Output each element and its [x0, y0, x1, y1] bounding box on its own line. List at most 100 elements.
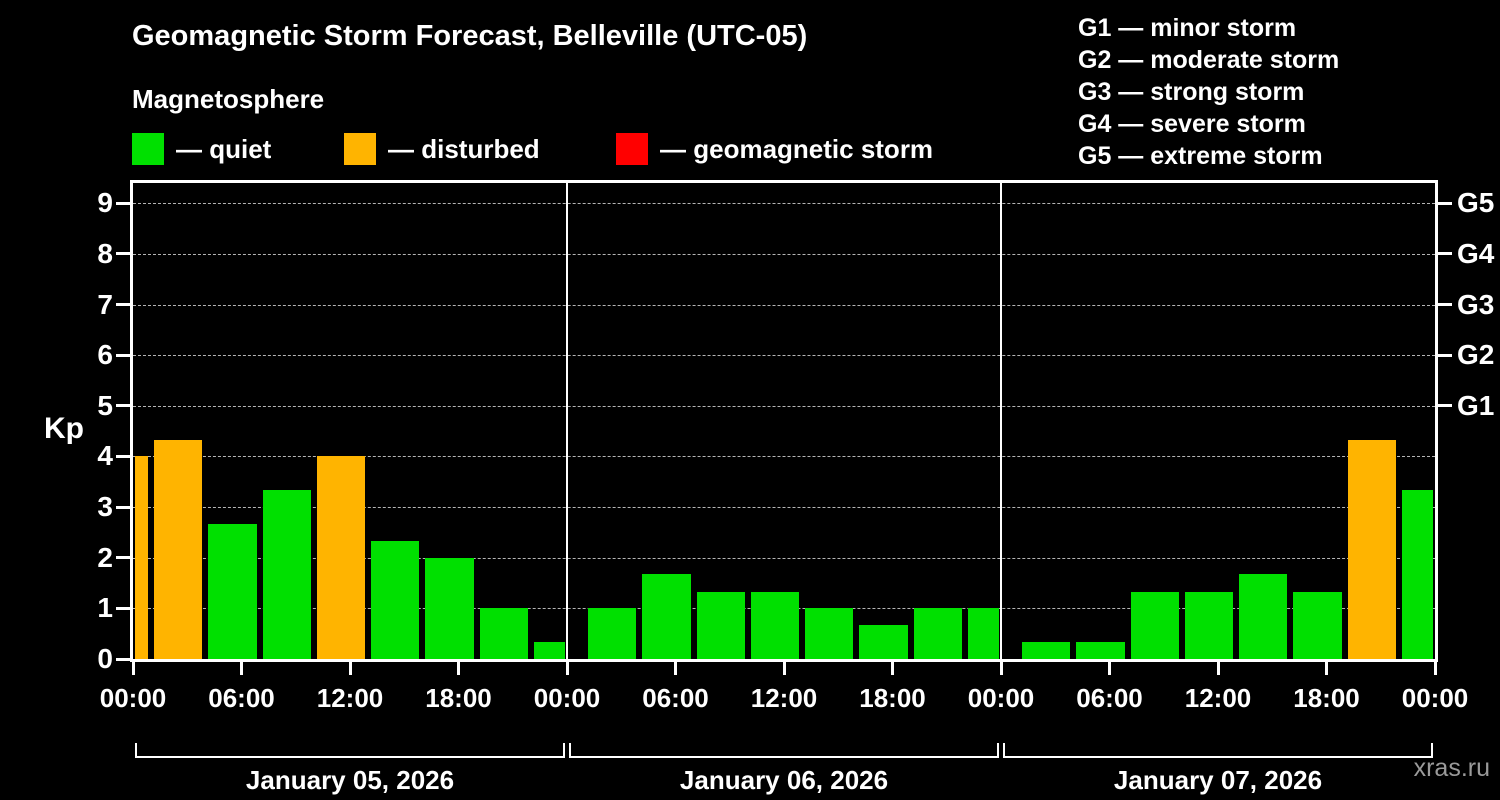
gridline-kp-3: [133, 507, 1435, 509]
kp-bar: [696, 591, 745, 659]
kp-bar: [154, 439, 203, 659]
y-tick: [116, 404, 130, 408]
g-axis-label: G4: [1457, 237, 1495, 269]
y-tick: [116, 454, 130, 458]
y-tick-label: 0: [97, 643, 113, 674]
y-tick: [116, 201, 130, 205]
x-tick-label: 18:00: [859, 683, 926, 713]
gridline-kp-7: [133, 304, 1435, 306]
x-tick-label: 06:00: [208, 683, 275, 713]
y-axis-title: Kp: [44, 412, 84, 445]
y-tick-label: 8: [97, 237, 113, 269]
date-label: January 06, 2026: [679, 765, 889, 795]
x-tick: [131, 662, 135, 675]
storm-swatch: [616, 133, 648, 165]
g-tick: [1438, 252, 1452, 256]
date-label: January 05, 2026: [245, 765, 455, 795]
x-tick: [891, 662, 894, 675]
kp-bar: [1076, 642, 1125, 659]
legend-item-quiet: — quiet: [132, 132, 271, 166]
watermark: xras.ru: [1413, 754, 1490, 782]
y-tick: [116, 252, 130, 256]
x-tick-label: 12:00: [1184, 683, 1252, 713]
kp-bar: [371, 541, 420, 659]
g-axis-label: G3: [1457, 288, 1495, 320]
x-tick-label: 00:00: [533, 683, 601, 713]
plot-area: 0 1 2 3 4 5 6 7 8 9 G5 G4 G3 G2 G1 00:00 06:00 12:00 18:00…: [97, 180, 1494, 795]
y-tick: [116, 606, 130, 610]
g-legend-line: G3 — strong storm: [1078, 78, 1305, 106]
y-tick: [116, 505, 130, 509]
g-tick: [1438, 303, 1452, 307]
g-axis-label: G2: [1457, 339, 1495, 371]
kp-bar: [859, 625, 908, 659]
y-tick: [116, 556, 130, 560]
g-legend-line: G1 — minor storm: [1078, 14, 1297, 42]
kp-bar: [588, 608, 637, 659]
kp-bar: [642, 574, 691, 659]
day-bracket: [1003, 743, 1433, 758]
y-tick: [116, 657, 130, 661]
kp-bar: [805, 608, 854, 659]
kp-bar: [1239, 574, 1288, 659]
x-tick: [1433, 662, 1437, 675]
chart-title: Geomagnetic Storm Forecast, Belleville (…: [132, 20, 808, 52]
kp-bar: [135, 456, 149, 659]
x-tick: [674, 662, 677, 675]
g-axis-label: G5: [1457, 187, 1495, 219]
x-tick-label: 12:00: [316, 683, 384, 713]
x-tick-label: 18:00: [425, 683, 492, 713]
day-boundary-line: [1000, 183, 1002, 659]
kp-bar: [316, 456, 366, 659]
kp-bar: [1022, 642, 1071, 659]
gridline-kp-9: [133, 203, 1435, 205]
x-tick: [565, 662, 569, 675]
x-tick-label: 12:00: [750, 683, 818, 713]
legend-label: — disturbed: [388, 133, 540, 164]
kp-bar: [533, 642, 565, 659]
x-tick-label: 00:00: [99, 683, 167, 713]
g-legend-line: G5 — extreme storm: [1078, 142, 1323, 170]
g-scale-legend: G1 — minor storm G2 — moderate storm G3 — …: [1078, 12, 1339, 172]
kp-bar: [1130, 591, 1179, 659]
quiet-swatch: [132, 133, 164, 165]
legend-item-disturbed: — disturbed: [344, 132, 540, 166]
y-tick-label: 1: [97, 592, 113, 624]
y-tick-label: 3: [97, 491, 113, 523]
g-axis-label: G1: [1457, 389, 1495, 421]
g-tick: [1438, 404, 1452, 408]
day-bracket: [569, 743, 999, 758]
gridline-kp-2: [133, 557, 1435, 559]
y-tick: [116, 303, 130, 307]
g-tick: [1438, 353, 1452, 357]
day-boundary-line: [566, 183, 568, 659]
gridline-kp-4: [133, 456, 1435, 458]
disturbed-swatch: [344, 133, 376, 165]
y-tick-label: 6: [97, 339, 113, 371]
x-tick: [457, 662, 460, 675]
x-tick-label: 06:00: [642, 683, 709, 713]
kp-bar: [262, 490, 311, 659]
kp-bar: [1184, 591, 1234, 659]
x-tick-label: 00:00: [1401, 683, 1469, 713]
kp-bar: [913, 608, 962, 659]
x-tick-label: 00:00: [967, 683, 1035, 713]
y-tick-label: 5: [97, 389, 113, 421]
x-tick: [348, 662, 352, 675]
x-tick-label: 06:00: [1076, 683, 1143, 713]
g-legend-line: G2 — moderate storm: [1078, 46, 1340, 74]
kp-bar: [1401, 490, 1433, 659]
kp-bar: [208, 523, 257, 659]
y-tick: [116, 353, 130, 357]
gridline-kp-5: [133, 405, 1435, 407]
day-bracket: [135, 743, 565, 758]
kp-bar: [1347, 439, 1396, 659]
y-tick-label: 7: [97, 288, 113, 320]
x-tick: [1216, 662, 1220, 675]
kp-bar: [425, 557, 474, 659]
g-legend-line: G4 — severe storm: [1078, 110, 1306, 138]
chart-subtitle: Magnetosphere: [132, 84, 325, 114]
date-label: January 07, 2026: [1113, 765, 1323, 795]
y-tick-label: 4: [97, 440, 113, 472]
g-tick: [1438, 201, 1452, 205]
